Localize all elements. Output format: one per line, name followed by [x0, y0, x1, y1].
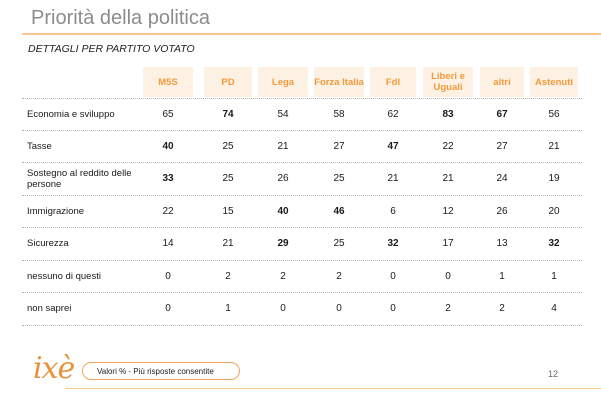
column-header: Astenuti	[529, 67, 579, 97]
table-cell: 21	[387, 173, 399, 185]
table-cell: 0	[165, 303, 171, 315]
footnote-text: Valori % - Più risposte consentite	[97, 366, 214, 376]
table-cell: 0	[390, 303, 396, 315]
table-cell: 25	[222, 173, 234, 185]
column-header: Forza Italia	[313, 67, 365, 97]
table-cell: 25	[333, 173, 345, 185]
table-cell: 24	[496, 173, 508, 185]
page-number: 12	[548, 369, 559, 379]
table-cell: 14	[162, 238, 174, 250]
page-subtitle: DETTAGLI PER PARTITO VOTATO	[28, 43, 195, 55]
table-row: Immigrazione 22 15 40 46 6 12 26 20	[22, 196, 582, 228]
table-cell: 1	[499, 270, 505, 282]
row-label: Immigrazione	[27, 205, 85, 217]
table-cell: 83	[442, 108, 454, 120]
table-cell: 2	[445, 303, 451, 315]
table-cell: 20	[548, 205, 560, 217]
table-row: Sostegno al reddito delle persone 33 25 26 2…	[22, 163, 582, 196]
table-cell: 32	[387, 238, 399, 250]
table-cell: 0	[445, 270, 451, 282]
table-cell: 26	[496, 205, 508, 217]
row-label: non saprei	[27, 303, 72, 315]
table-cell: 27	[496, 140, 508, 152]
table-cell: 2	[499, 303, 505, 315]
table-cell: 0	[280, 303, 286, 315]
table-cell: 46	[333, 205, 345, 217]
table-cell: 1	[225, 303, 231, 315]
row-label: nessuno di questi	[27, 270, 101, 282]
table-cell: 12	[442, 205, 454, 217]
table-cell: 22	[442, 140, 454, 152]
table-cell: 21	[442, 173, 454, 185]
row-label: Sicurezza	[27, 238, 69, 250]
table-cell: 56	[548, 108, 560, 120]
table-cell: 2	[336, 270, 342, 282]
table-cell: 40	[162, 140, 174, 152]
table-cell: 33	[162, 173, 174, 185]
table-cell: 0	[390, 270, 396, 282]
page-title: Priorità della politica	[31, 7, 210, 29]
table-cell: 58	[333, 108, 345, 120]
table-row: Economia e sviluppo 65 74 54 58 62 83 67 56	[22, 98, 582, 131]
table-row: nessuno di questi 0 2 2 2 0 0 1 1	[22, 261, 582, 293]
table-cell: 2	[225, 270, 231, 282]
table-cell: 25	[333, 238, 345, 250]
table-cell: 6	[390, 205, 396, 217]
ixe-logo: ixè	[33, 351, 75, 392]
table-cell: 2	[280, 270, 286, 282]
table-cell: 26	[277, 173, 289, 185]
table-cell: 54	[277, 108, 289, 120]
footnote-badge: Valori % - Più risposte consentite	[82, 362, 240, 380]
table-cell: 1	[551, 270, 557, 282]
column-header: Lega	[257, 67, 309, 97]
row-label: Tasse	[27, 140, 52, 152]
table-cell: 27	[333, 140, 345, 152]
table-cell: 17	[442, 238, 454, 250]
table-cell: 47	[387, 140, 399, 152]
table-cell: 19	[548, 173, 560, 185]
table-cell: 13	[496, 238, 508, 250]
table-cell: 4	[551, 303, 557, 315]
column-header: altri	[479, 67, 525, 97]
table-cell: 21	[548, 140, 560, 152]
table-cell: 74	[222, 108, 234, 120]
column-header: Liberi e Uguali	[422, 67, 474, 97]
table-row: Sicurezza 14 21 29 25 32 17 13 32	[22, 228, 582, 261]
table-cell: 32	[548, 238, 560, 250]
title-divider	[22, 33, 601, 35]
logo-text: ixè	[33, 351, 75, 386]
table-cell: 0	[336, 303, 342, 315]
row-label: Sostegno al reddito delle persone	[27, 167, 132, 190]
footer-divider	[65, 388, 601, 389]
table-row: Tasse 40 25 21 27 47 22 27 21	[22, 131, 582, 163]
table-cell: 25	[222, 140, 234, 152]
column-header: M5S	[142, 67, 194, 97]
table-cell: 65	[162, 108, 174, 120]
table-cell: 67	[496, 108, 508, 120]
row-label: Economia e sviluppo	[27, 108, 115, 120]
table-cell: 21	[222, 238, 234, 250]
table-cell: 21	[277, 140, 289, 152]
column-header: FdI	[369, 67, 417, 97]
table-row: non saprei 0 1 0 0 0 2 2 4	[22, 293, 582, 326]
table-cell: 40	[277, 205, 289, 217]
table-cell: 29	[277, 238, 289, 250]
table-cell: 22	[162, 205, 174, 217]
table-body: Economia e sviluppo 65 74 54 58 62 83 67 56 Tasse…	[22, 98, 582, 326]
column-header: PD	[203, 67, 253, 97]
results-table: M5S PD Lega Forza Italia FdI Liberi e Uguali a…	[22, 66, 582, 326]
table-header-row: M5S PD Lega Forza Italia FdI Liberi e Uguali a…	[22, 66, 582, 98]
table-cell: 15	[222, 205, 234, 217]
table-cell: 62	[387, 108, 399, 120]
table-cell: 0	[165, 270, 171, 282]
